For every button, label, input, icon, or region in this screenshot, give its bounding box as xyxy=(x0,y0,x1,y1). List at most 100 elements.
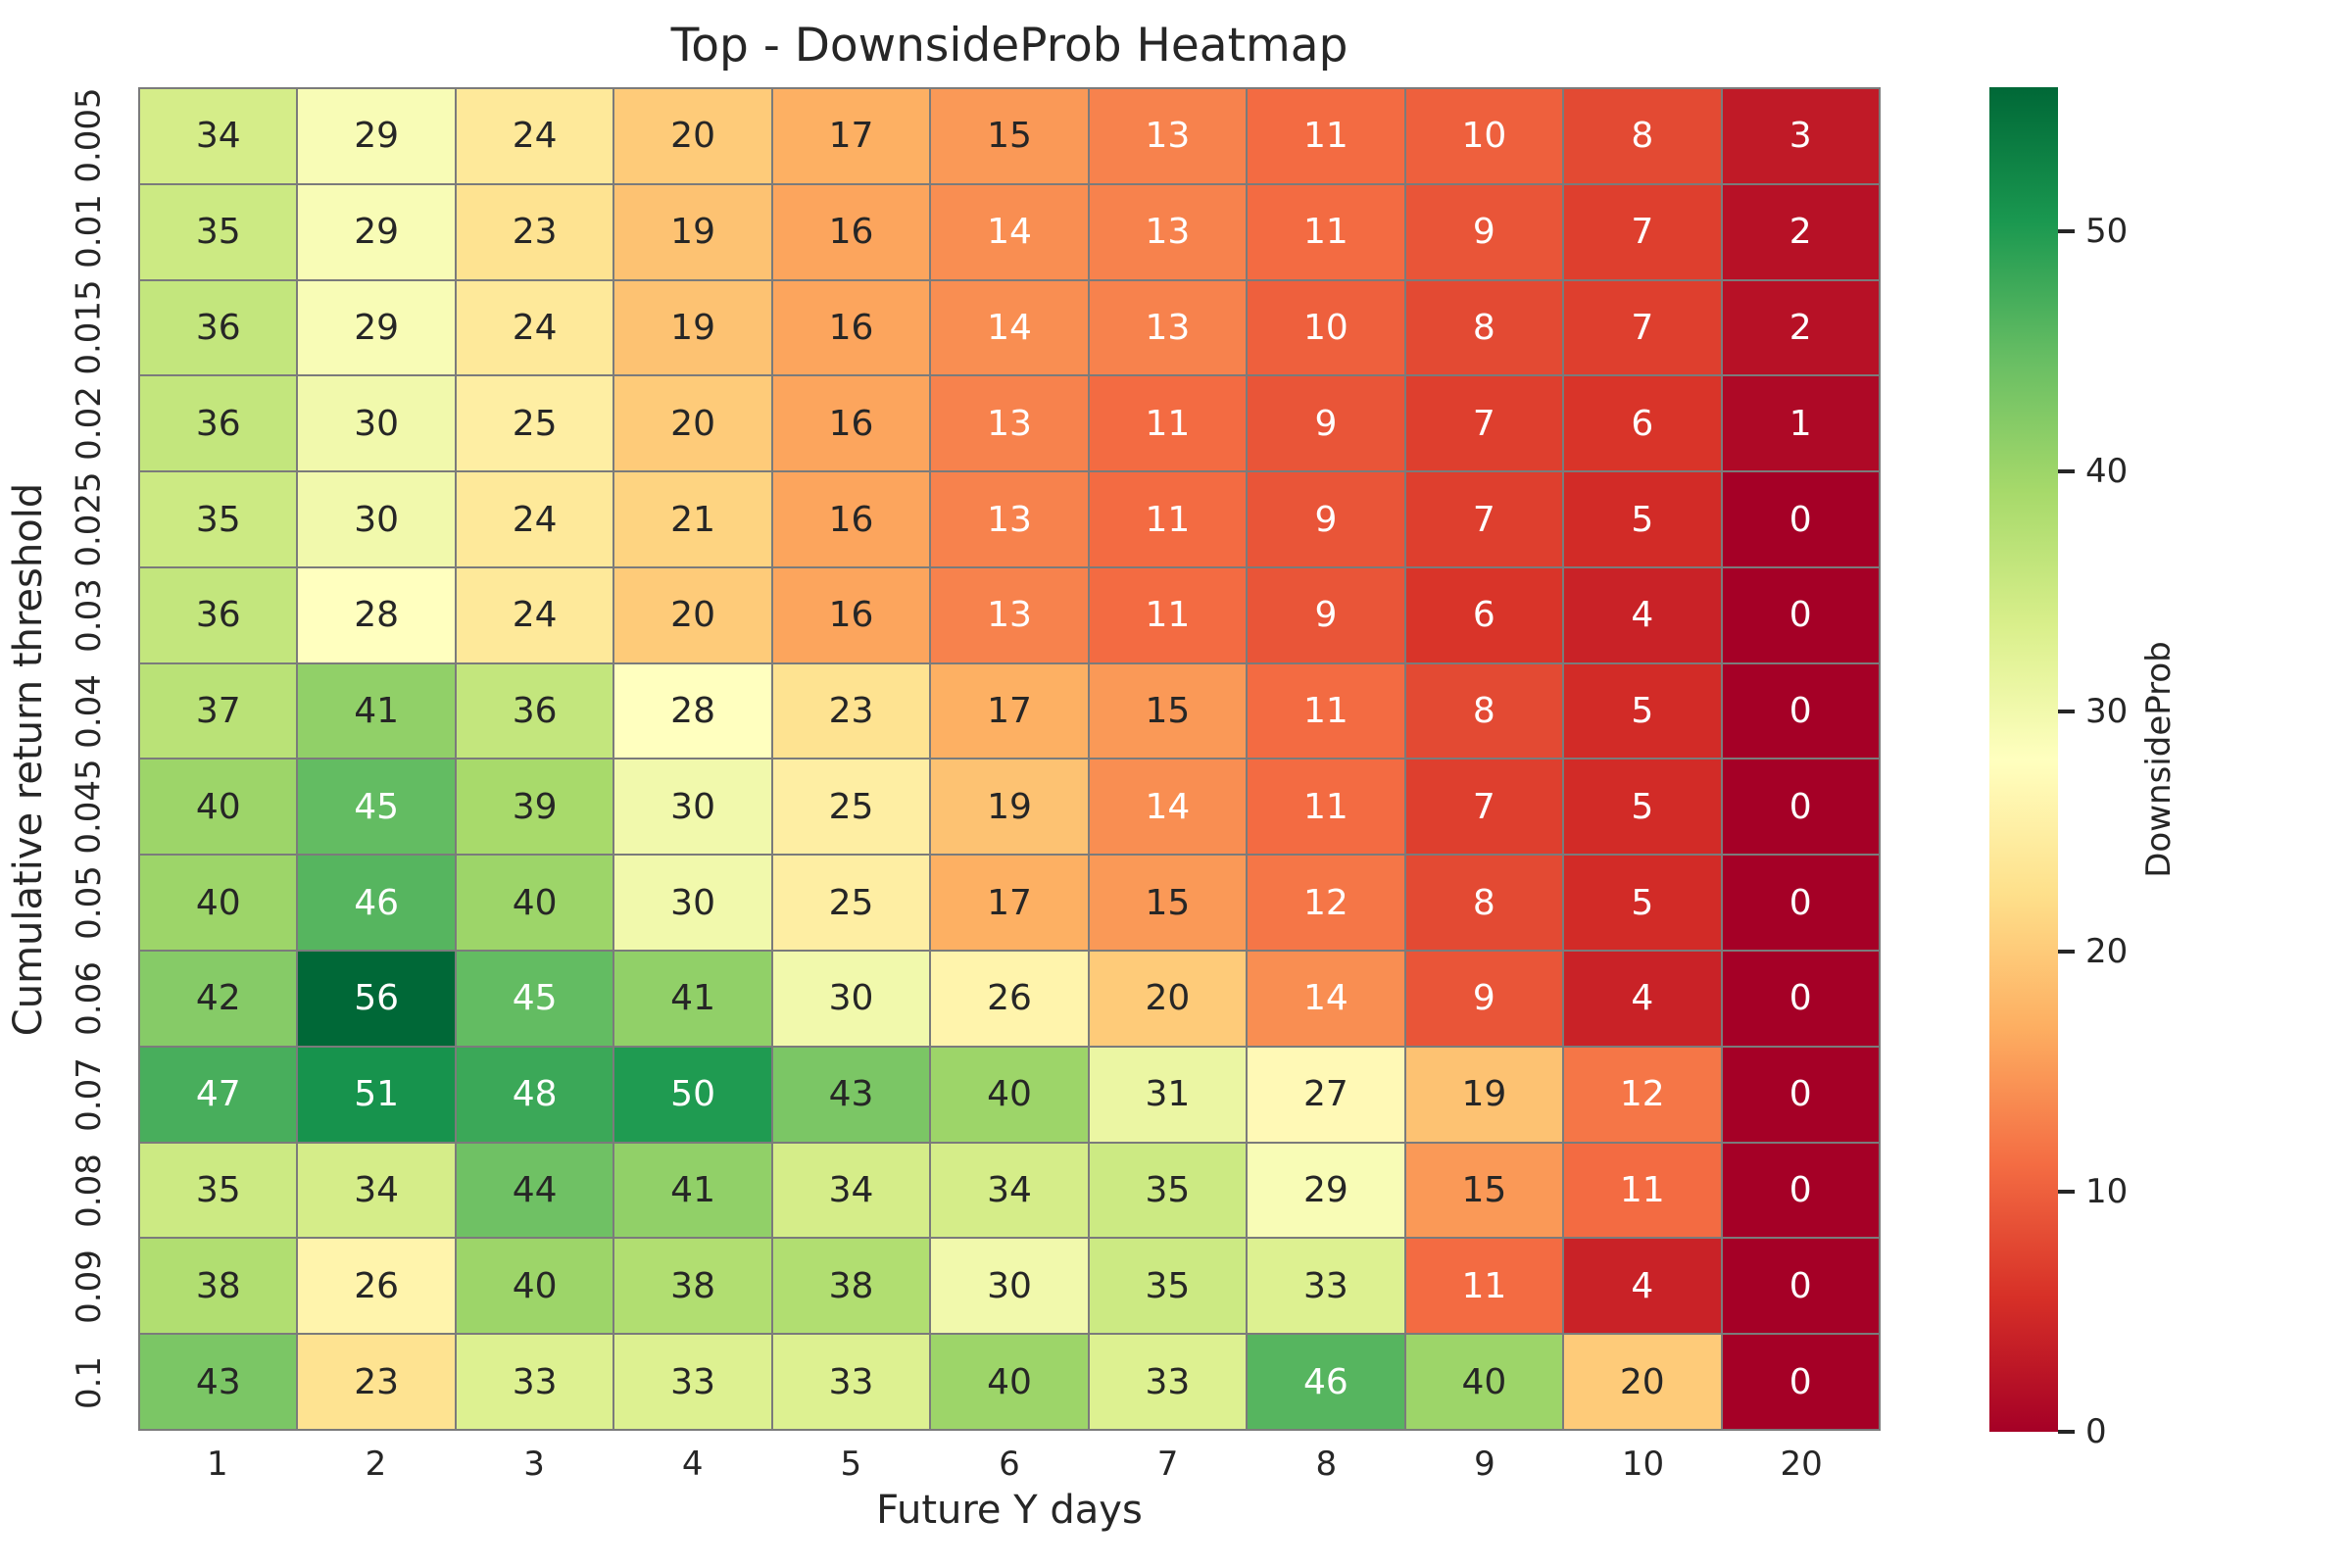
heatmap-cell: 29 xyxy=(298,280,455,375)
heatmap-cell: 20 xyxy=(614,567,771,662)
heatmap-cell: 33 xyxy=(614,1335,771,1429)
heatmap-cell: 11 xyxy=(1248,184,1404,279)
heatmap-cell: 19 xyxy=(614,184,771,279)
heatmap-cell: 4 xyxy=(1564,1239,1721,1334)
heatmap-cell: 17 xyxy=(931,856,1088,951)
heatmap-cell: 13 xyxy=(931,567,1088,662)
heatmap-cell: 12 xyxy=(1248,856,1404,951)
heatmap-cell: 0 xyxy=(1722,1239,1879,1334)
heatmap-cell: 20 xyxy=(1089,952,1247,1046)
heatmap-cell: 16 xyxy=(772,280,930,375)
colorbar-tick-label: 50 xyxy=(2085,212,2129,251)
colorbar-tick-mark xyxy=(2058,710,2075,713)
heatmap-cell: 0 xyxy=(1722,663,1879,759)
heatmap-cell: 24 xyxy=(456,472,613,566)
heatmap-cell: 25 xyxy=(456,376,613,471)
heatmap-cell: 40 xyxy=(931,1047,1088,1142)
colorbar-tick-label: 30 xyxy=(2085,692,2129,731)
x-tick-label: 4 xyxy=(681,1445,704,1484)
colorbar-tick-mark xyxy=(2058,469,2075,473)
heatmap-cell: 11 xyxy=(1405,1239,1563,1334)
heatmap-cell: 25 xyxy=(772,856,930,951)
heatmap-cell: 36 xyxy=(456,663,613,759)
x-tick-label: 7 xyxy=(1156,1445,1179,1484)
heatmap-cell: 0 xyxy=(1722,856,1879,951)
heatmap-cell: 36 xyxy=(140,376,297,471)
heatmap-cell: 41 xyxy=(614,952,771,1046)
heatmap-cell: 0 xyxy=(1722,567,1879,662)
y-tick-label: 0.045 xyxy=(70,759,109,856)
heatmap-cell: 9 xyxy=(1405,952,1563,1046)
x-axis-label: Future Y days xyxy=(876,1488,1143,1533)
y-axis-label: Cumulative return threshold xyxy=(6,482,52,1036)
colorbar-tick-label: 20 xyxy=(2085,932,2129,971)
heatmap-cell: 9 xyxy=(1248,567,1404,662)
chart-title: Top - DownsideProb Heatmap xyxy=(670,19,1348,73)
heatmap-cell: 44 xyxy=(456,1143,613,1238)
heatmap-cell: 7 xyxy=(1564,280,1721,375)
colorbar-label-box: DownsideProb xyxy=(2136,87,2181,1432)
heatmap-cell: 0 xyxy=(1722,1143,1879,1238)
heatmap-cell: 2 xyxy=(1722,280,1879,375)
heatmap-cell: 0 xyxy=(1722,760,1879,855)
x-tick-label: 6 xyxy=(999,1445,1020,1484)
heatmap-cell: 46 xyxy=(298,856,455,951)
heatmap-cell: 45 xyxy=(456,952,613,1046)
y-axis-label-box: Cumulative return threshold xyxy=(0,87,57,1431)
heatmap-cell: 14 xyxy=(1248,952,1404,1046)
heatmap-cell: 20 xyxy=(614,376,771,471)
heatmap-cell: 9 xyxy=(1405,184,1563,279)
heatmap-cell: 10 xyxy=(1248,280,1404,375)
heatmap-cell: 24 xyxy=(456,89,613,183)
heatmap-cell: 40 xyxy=(140,856,297,951)
heatmap-cell: 15 xyxy=(1089,856,1247,951)
heatmap-cell: 35 xyxy=(1089,1143,1247,1238)
heatmap-cell: 17 xyxy=(931,663,1088,759)
heatmap-cell: 13 xyxy=(1089,184,1247,279)
heatmap-cell: 29 xyxy=(298,184,455,279)
heatmap-cell: 16 xyxy=(772,184,930,279)
colorbar-tick-mark xyxy=(2058,229,2075,233)
heatmap-cell: 24 xyxy=(456,567,613,662)
heatmap-cell: 35 xyxy=(1089,1239,1247,1334)
heatmap-cell: 15 xyxy=(1089,663,1247,759)
heatmap-cell: 7 xyxy=(1564,184,1721,279)
heatmap-cell: 39 xyxy=(456,760,613,855)
heatmap-cell: 7 xyxy=(1405,472,1563,566)
heatmap-cell: 1 xyxy=(1722,376,1879,471)
heatmap-cell: 31 xyxy=(1089,1047,1247,1142)
x-tick-label: 10 xyxy=(1621,1445,1665,1484)
heatmap-cell: 35 xyxy=(140,184,297,279)
colorbar-tick-mark xyxy=(2058,1190,2075,1194)
heatmap-cell: 14 xyxy=(931,184,1088,279)
x-tick-label: 2 xyxy=(365,1445,387,1484)
x-tick-label: 5 xyxy=(840,1445,862,1484)
colorbar-tick-mark xyxy=(2058,1430,2075,1434)
y-tick-label: 0.025 xyxy=(70,471,109,567)
y-tick-label: 0.08 xyxy=(70,1153,110,1229)
heatmap-cell: 23 xyxy=(456,184,613,279)
heatmap-cell: 34 xyxy=(140,89,297,183)
y-tick-label: 0.07 xyxy=(70,1057,110,1133)
heatmap-cell: 4 xyxy=(1564,567,1721,662)
heatmap-cell: 33 xyxy=(456,1335,613,1429)
y-tick-label: 0.005 xyxy=(70,87,109,183)
y-tick-label: 0.1 xyxy=(69,1355,109,1410)
heatmap-cell: 8 xyxy=(1564,89,1721,183)
heatmap-cell: 13 xyxy=(1089,280,1247,375)
heatmap-cell: 12 xyxy=(1564,1047,1721,1142)
y-tick-label: 0.01 xyxy=(70,194,110,269)
heatmap-cell: 26 xyxy=(298,1239,455,1334)
x-tick-label: 9 xyxy=(1474,1445,1495,1484)
x-tick-label: 8 xyxy=(1315,1445,1338,1484)
heatmap-cell: 40 xyxy=(1405,1335,1563,1429)
heatmap-cell: 9 xyxy=(1248,376,1404,471)
heatmap-cell: 19 xyxy=(1405,1047,1563,1142)
heatmap-cell: 5 xyxy=(1564,856,1721,951)
heatmap-cell: 33 xyxy=(1248,1239,1404,1334)
heatmap-cell: 8 xyxy=(1405,280,1563,375)
heatmap-cell: 50 xyxy=(614,1047,771,1142)
heatmap-cell: 5 xyxy=(1564,472,1721,566)
heatmap-cell: 7 xyxy=(1405,376,1563,471)
